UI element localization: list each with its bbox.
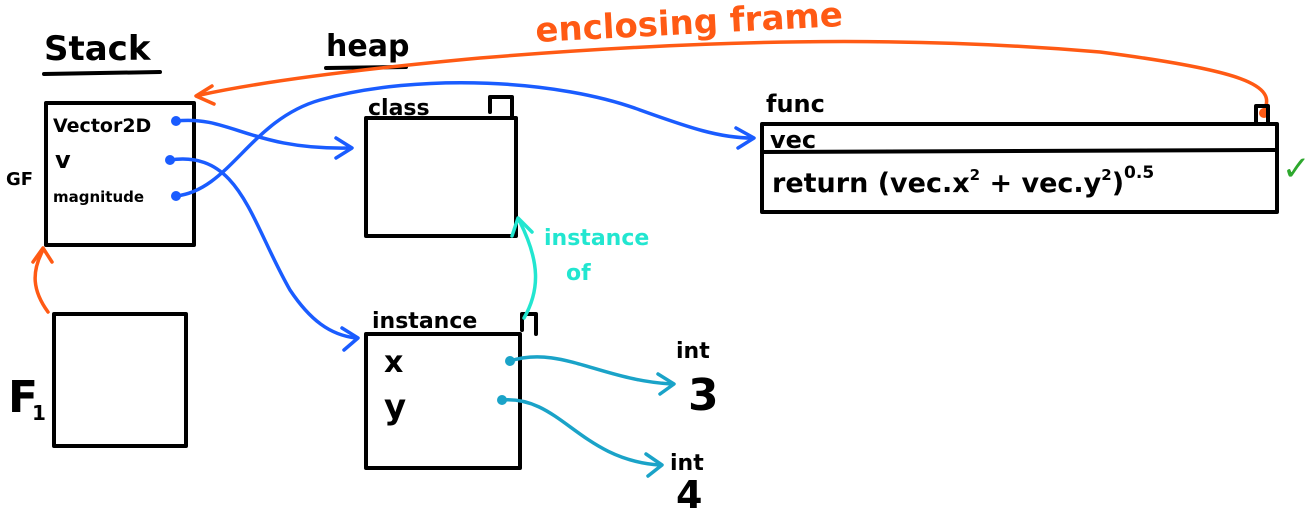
- vector2d-to-class-arrowhead: [334, 136, 354, 160]
- instance-of-arrowhead: [510, 216, 534, 238]
- instance-of-label-line2: of: [566, 261, 591, 286]
- function-body: return (vec.x2 + vec.y2)0.5: [772, 163, 1154, 199]
- global-frame-label: GF: [6, 169, 33, 190]
- instance-label: instance: [372, 309, 477, 334]
- function-label: func: [766, 90, 825, 118]
- function-body-mid: + vec.y: [980, 168, 1102, 199]
- magnitude-to-func-arrowhead: [734, 126, 756, 150]
- gf-var-vector2d: Vector2D: [53, 115, 151, 137]
- function-body-sq2: 2: [1101, 166, 1111, 184]
- x-to-int3-arrowhead: [656, 372, 676, 396]
- gf-var-v: v: [55, 146, 71, 174]
- f1-parent-arrow: [33, 250, 50, 314]
- instance-attr-x: x: [384, 345, 403, 380]
- f1-parent-arrowhead: [31, 246, 54, 264]
- class-label: class: [368, 96, 430, 121]
- class-flag-icon: [488, 95, 514, 120]
- function-body-close: ): [1112, 168, 1124, 199]
- int-4-label: int: [670, 451, 704, 476]
- heap-heading: heap: [326, 29, 409, 64]
- enclosing-frame-arrow: [198, 39, 1269, 114]
- vector2d-to-class-arrow: [174, 118, 352, 150]
- global-frame: [44, 101, 196, 247]
- f1-frame: [52, 312, 188, 448]
- magnitude-to-func-arrow: [174, 80, 754, 198]
- instance-of-arrow: [518, 220, 538, 320]
- f1-subscript: 1: [32, 401, 46, 425]
- int-3-value: 3: [688, 370, 719, 421]
- function-param-divider: [760, 148, 1279, 154]
- f1-label: F: [8, 372, 38, 423]
- y-to-int4-arrow: [500, 398, 662, 467]
- stack-underline: [42, 70, 162, 76]
- function-body-sq1: 2: [970, 166, 980, 184]
- instance-of-label-line1: instance: [544, 226, 649, 251]
- v-to-instance-arrowhead: [340, 326, 360, 352]
- function-object: [760, 122, 1279, 214]
- instance-attr-y: y: [384, 387, 406, 427]
- check-icon: ✓: [1282, 149, 1305, 189]
- x-to-int3-arrow: [508, 355, 674, 386]
- instance-flag-icon: [520, 312, 538, 336]
- gf-var-magnitude: magnitude: [53, 188, 144, 206]
- y-to-int4-arrowhead: [644, 452, 664, 478]
- enclosing-frame-arrowhead: [194, 84, 216, 106]
- function-body-exponent: 0.5: [1124, 163, 1154, 183]
- int-3-label: int: [676, 339, 710, 364]
- function-body-start: return (vec.x: [772, 168, 970, 199]
- int-4-value: 4: [676, 473, 702, 517]
- function-param: vec: [770, 126, 816, 154]
- function-flag-icon: [1254, 104, 1270, 126]
- class-object: [364, 116, 518, 238]
- stack-heading: Stack: [44, 29, 152, 69]
- v-to-instance-arrow: [168, 157, 358, 340]
